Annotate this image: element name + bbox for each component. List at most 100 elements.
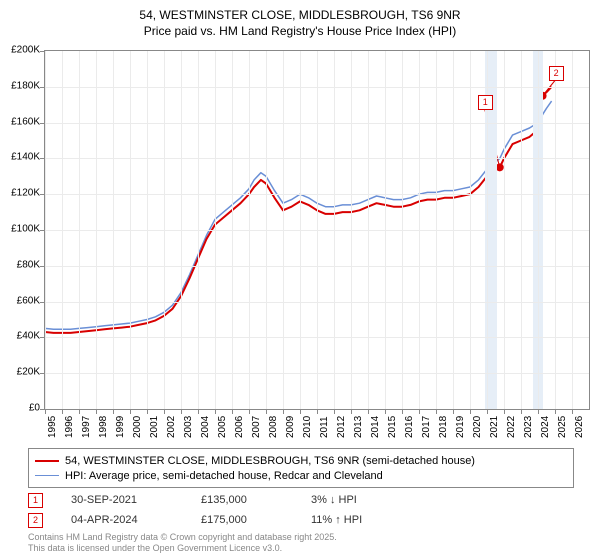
xtick-mark: [419, 409, 420, 414]
xtick-mark: [436, 409, 437, 414]
xtick-mark: [147, 409, 148, 414]
title-address: 54, WESTMINSTER CLOSE, MIDDLESBROUGH, TS…: [0, 8, 600, 24]
gridline-v: [96, 51, 97, 409]
xtick-label: 2020: [472, 416, 483, 438]
gridline-v: [249, 51, 250, 409]
xtick-mark: [555, 409, 556, 414]
ytick-label: £60K: [17, 295, 40, 306]
sale-price: £135,000: [201, 494, 311, 506]
ytick-label: £160K: [11, 116, 40, 127]
sale-row-marker: 1: [28, 493, 43, 508]
ytick-label: £20K: [17, 367, 40, 378]
gridline-v: [351, 51, 352, 409]
sale-price: £175,000: [201, 514, 311, 526]
sale-diff: 3% ↓ HPI: [311, 494, 431, 506]
gridline-v: [419, 51, 420, 409]
sale-row-marker: 2: [28, 513, 43, 528]
gridline-v: [470, 51, 471, 409]
gridline-v: [402, 51, 403, 409]
xtick-mark: [62, 409, 63, 414]
legend: 54, WESTMINSTER CLOSE, MIDDLESBROUGH, TS…: [28, 448, 574, 488]
sale-diff: 11% ↑ HPI: [311, 514, 431, 526]
xtick-label: 2002: [166, 416, 177, 438]
legend-swatch: [35, 460, 59, 462]
ytick-label: £120K: [11, 188, 40, 199]
xtick-mark: [402, 409, 403, 414]
ytick-label: £40K: [17, 331, 40, 342]
gridline-v: [130, 51, 131, 409]
xtick-mark: [113, 409, 114, 414]
xtick-mark: [249, 409, 250, 414]
xtick-mark: [232, 409, 233, 414]
gridline-v: [181, 51, 182, 409]
xtick-mark: [487, 409, 488, 414]
xtick-label: 2015: [387, 416, 398, 438]
ytick-label: £180K: [11, 80, 40, 91]
gridline-v: [266, 51, 267, 409]
xtick-label: 2006: [234, 416, 245, 438]
xtick-mark: [572, 409, 573, 414]
xtick-mark: [130, 409, 131, 414]
gridline-v: [504, 51, 505, 409]
xtick-mark: [453, 409, 454, 414]
xtick-label: 2000: [132, 416, 143, 438]
xtick-mark: [96, 409, 97, 414]
xtick-mark: [198, 409, 199, 414]
xtick-label: 2005: [217, 416, 228, 438]
footer-line2: This data is licensed under the Open Gov…: [28, 543, 337, 554]
footer-line1: Contains HM Land Registry data © Crown c…: [28, 532, 337, 543]
ytick-label: £0: [29, 403, 40, 414]
gridline-v: [198, 51, 199, 409]
legend-label: HPI: Average price, semi-detached house,…: [65, 470, 383, 482]
legend-swatch: [35, 475, 59, 476]
legend-item: 54, WESTMINSTER CLOSE, MIDDLESBROUGH, TS…: [35, 453, 567, 468]
gridline-v: [147, 51, 148, 409]
xtick-label: 2023: [523, 416, 534, 438]
xtick-label: 2010: [302, 416, 313, 438]
gridline-v: [334, 51, 335, 409]
gridline-v: [215, 51, 216, 409]
xtick-mark: [385, 409, 386, 414]
gridline-v: [283, 51, 284, 409]
gridline-v: [572, 51, 573, 409]
xtick-label: 2001: [149, 416, 160, 438]
gridline-v: [113, 51, 114, 409]
xtick-mark: [215, 409, 216, 414]
ytick-label: £80K: [17, 259, 40, 270]
xtick-label: 2012: [336, 416, 347, 438]
xtick-mark: [300, 409, 301, 414]
xtick-label: 2014: [370, 416, 381, 438]
footer-attribution: Contains HM Land Registry data © Crown c…: [28, 532, 337, 554]
xtick-label: 1999: [115, 416, 126, 438]
xtick-label: 1995: [47, 416, 58, 438]
ytick-label: £140K: [11, 152, 40, 163]
chart-container: 54, WESTMINSTER CLOSE, MIDDLESBROUGH, TS…: [0, 0, 600, 560]
gridline-v: [521, 51, 522, 409]
gridline-v: [453, 51, 454, 409]
xtick-mark: [181, 409, 182, 414]
xtick-label: 2018: [438, 416, 449, 438]
xtick-label: 1998: [98, 416, 109, 438]
gridline-v: [368, 51, 369, 409]
gridline-v: [79, 51, 80, 409]
legend-item: HPI: Average price, semi-detached house,…: [35, 468, 567, 483]
sale-row: 204-APR-2024£175,00011% ↑ HPI: [28, 510, 431, 530]
gridline-v: [300, 51, 301, 409]
xtick-mark: [504, 409, 505, 414]
xtick-mark: [164, 409, 165, 414]
xtick-label: 2026: [574, 416, 585, 438]
xtick-label: 2011: [319, 416, 330, 438]
xtick-label: 2007: [251, 416, 262, 438]
sale-date: 30-SEP-2021: [71, 494, 201, 506]
series-price_paid: [45, 87, 552, 333]
xtick-label: 2013: [353, 416, 364, 438]
xtick-label: 1996: [64, 416, 75, 438]
xtick-mark: [470, 409, 471, 414]
gridline-v: [45, 51, 46, 409]
xtick-mark: [283, 409, 284, 414]
xtick-label: 2019: [455, 416, 466, 438]
plot-area: 12: [44, 50, 590, 410]
gridline-v: [317, 51, 318, 409]
sale-marker-box-2: 2: [549, 66, 564, 81]
xtick-mark: [334, 409, 335, 414]
